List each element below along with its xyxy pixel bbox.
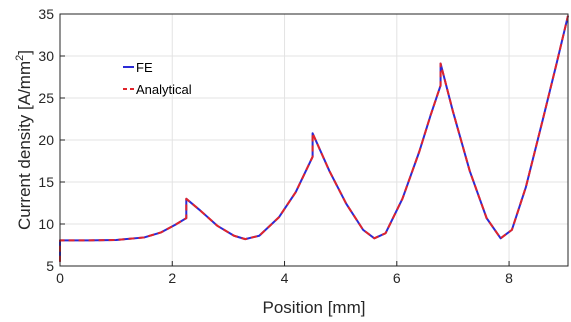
x-tick-label: 4 — [281, 270, 289, 286]
y-tick-label: 5 — [46, 258, 54, 274]
legend: FE Analytical — [123, 60, 192, 97]
series-line-analytical — [59, 15, 569, 262]
tick-labels: 0 2 4 6 8 5 10 15 20 25 30 35 — [38, 6, 513, 286]
y-tick-label: 20 — [38, 132, 54, 148]
legend-analytical-label: Analytical — [136, 82, 192, 97]
x-tick-label: 6 — [393, 270, 401, 286]
x-axis-label: Position [mm] — [263, 298, 366, 317]
y-axis-label-end: ] — [15, 50, 34, 55]
x-tick-label: 8 — [505, 270, 513, 286]
y-tick-label: 10 — [38, 216, 54, 232]
x-tick-label: 0 — [56, 270, 64, 286]
y-tick-label: 30 — [38, 48, 54, 64]
y-axis-label-main: Current density [A/mm — [15, 61, 34, 230]
x-tick-label: 2 — [168, 270, 176, 286]
y-axis-label-superscript: 2 — [14, 55, 26, 61]
y-tick-label: 35 — [38, 6, 54, 22]
y-axis-label: Current density [A/mm2] — [14, 50, 34, 230]
grid — [59, 13, 568, 267]
series-layer — [59, 15, 569, 262]
y-tick-label: 25 — [38, 90, 54, 106]
legend-fe-label: FE — [136, 60, 153, 75]
y-tick-label: 15 — [38, 174, 54, 190]
